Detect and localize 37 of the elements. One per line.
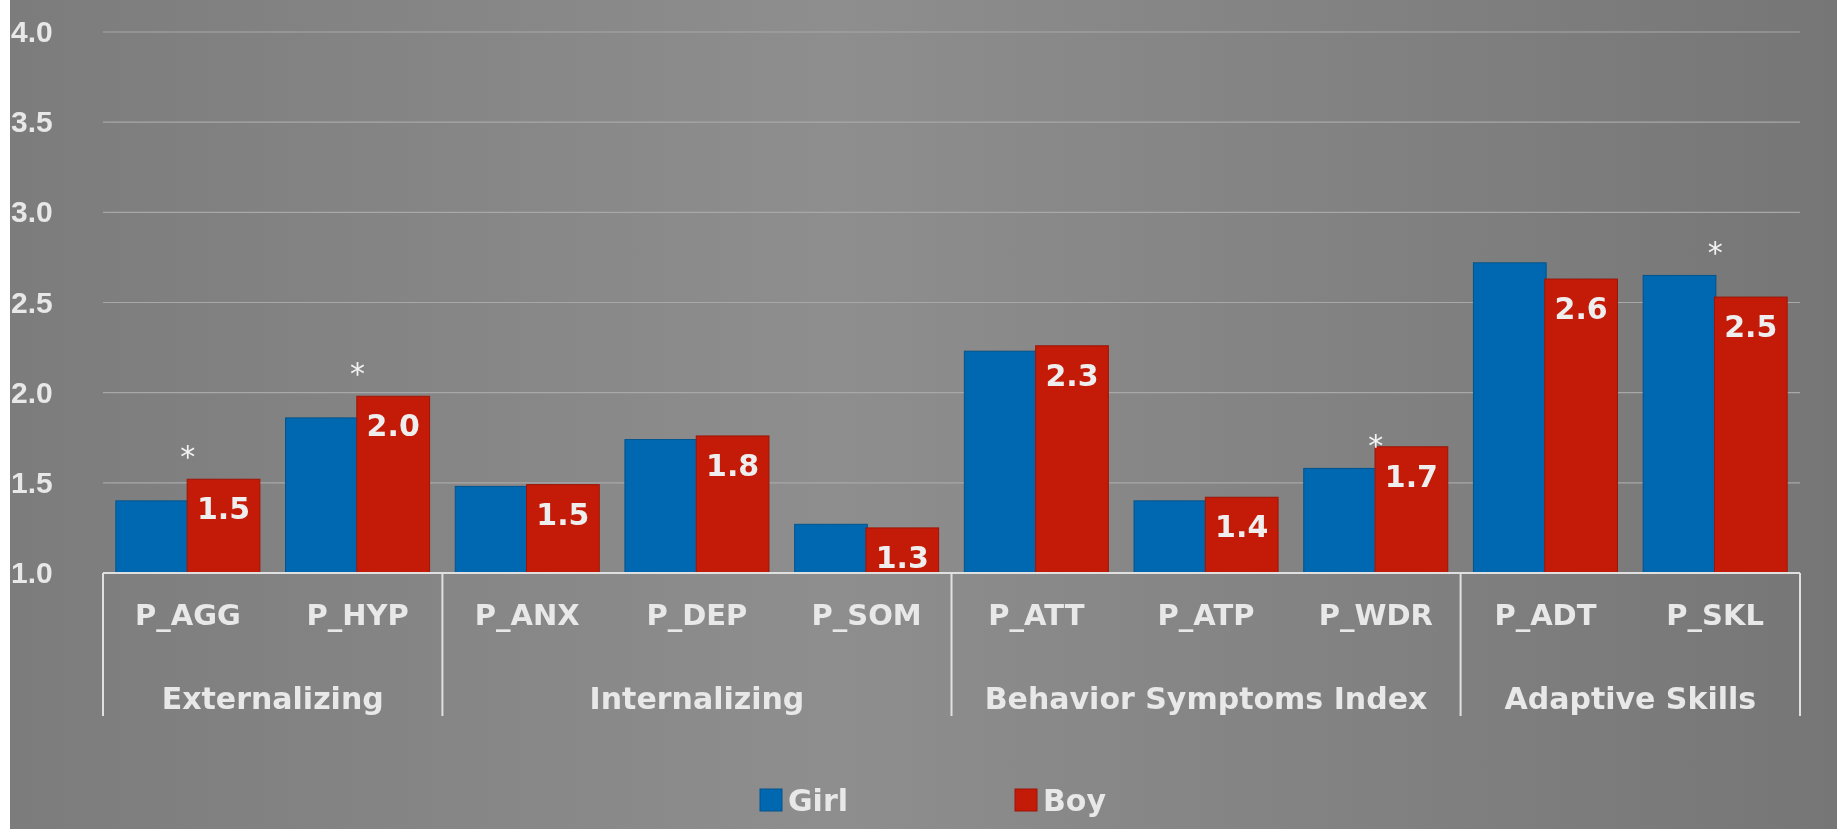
annotation: * [350, 356, 366, 392]
data-label: 2.3 [1045, 357, 1099, 393]
data-label: 1.7 [1384, 458, 1438, 494]
text: Externalizing [161, 681, 384, 716]
text: Adaptive Skills [1504, 681, 1757, 716]
y-tick-label: 2.5 [11, 285, 53, 319]
x-tick-label: P_ANX [474, 598, 580, 632]
y-tick-label: 4.0 [11, 15, 53, 49]
data-label: 1.3 [875, 539, 929, 575]
annotation: * [1368, 428, 1384, 464]
x-tick-label: P_SKL [1666, 598, 1764, 632]
y-tick-label: 3.0 [11, 195, 53, 229]
annotation: * [180, 439, 196, 475]
x-tick-label: P_SOM [811, 598, 922, 632]
text: Internalizing [589, 681, 805, 716]
x-tick-label: P_DEP [646, 598, 748, 632]
y-tick-label: 1.0 [11, 556, 53, 590]
x-tick-label: P_ADT [1494, 598, 1597, 632]
y-tick-label: 1.5 [11, 465, 53, 499]
y-tick-label: 3.5 [11, 105, 53, 139]
data-label: 1.4 [1215, 509, 1269, 545]
annotation: * [1707, 235, 1723, 271]
x-tick-label: P_WDR [1318, 598, 1433, 632]
data-label: 2.5 [1724, 309, 1778, 345]
legend-label: Girl [788, 783, 848, 818]
data-label: 1.8 [706, 447, 760, 483]
y-tick-label: 2.0 [11, 375, 53, 409]
data-label: 1.5 [536, 496, 590, 532]
data-label: 2.0 [366, 408, 420, 444]
legend-label: Boy [1043, 783, 1107, 818]
data-label: 2.6 [1554, 291, 1608, 327]
x-tick-label: P_ATT [988, 598, 1085, 632]
x-tick-label: P_HYP [306, 598, 409, 632]
data-label: 1.5 [196, 491, 251, 527]
x-tick-label: P_ATP [1157, 598, 1255, 632]
x-tick-label: P_AGG [134, 598, 241, 632]
text: Behavior Symptoms Index [984, 681, 1428, 716]
